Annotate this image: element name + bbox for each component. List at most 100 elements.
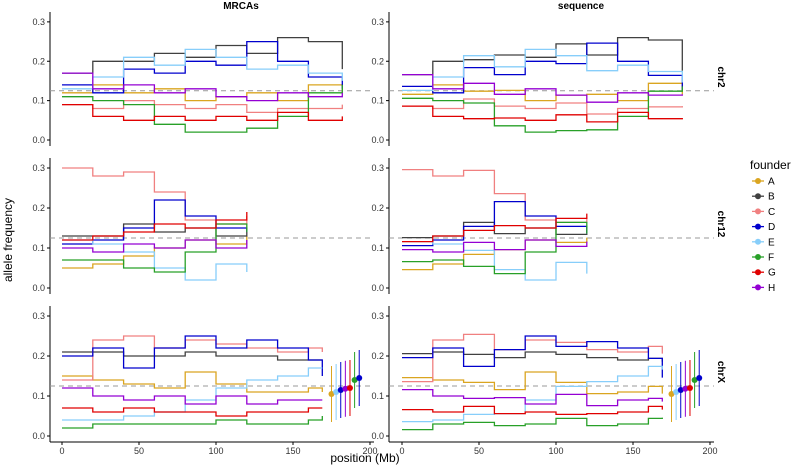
facet-panels: 0.0 0.1 0.2 0.3 0.0 0.1 0.2 0.3 0.0 0.1 0.2 0.3 0.0 0…	[32, 12, 718, 456]
y-tick-label: 0.0	[32, 283, 45, 293]
y-tick-label: 0.0	[32, 431, 45, 441]
point-G	[346, 385, 353, 391]
point-E	[673, 389, 680, 395]
legend-title: founder	[750, 158, 791, 172]
panel-sequence-chr12: 0.0 0.1 0.2 0.3	[371, 158, 714, 294]
legend-item-H: H	[752, 283, 775, 294]
series-line-G	[402, 405, 663, 416]
series-line-A	[402, 371, 663, 395]
legend-label: H	[768, 283, 775, 294]
point-D	[696, 375, 703, 381]
panel-MRCAs-chr2: 0.0 0.1 0.2 0.3	[32, 12, 374, 146]
legend-key-point	[755, 284, 761, 291]
row-strip-chrX: chrX	[715, 361, 726, 384]
series-line-G	[62, 212, 248, 241]
panel-MRCAs-chr12: 0.0 0.1 0.2 0.3	[32, 158, 374, 294]
y-tick-label: 0.2	[32, 56, 45, 66]
y-tick-label: 0.0	[32, 135, 45, 145]
legend-key-point	[755, 193, 761, 200]
y-tick-label: 0.1	[32, 243, 45, 253]
series-line-B	[62, 36, 343, 74]
point-G	[686, 385, 693, 391]
x-axis-label: position (Mb)	[330, 451, 399, 465]
series-line-E	[62, 48, 343, 90]
legend-label: D	[768, 222, 775, 233]
point-D	[356, 375, 363, 381]
panel-sequence-chrX: 0 50 100 150 200 0.0 0.1 0.2 0.3	[371, 306, 718, 456]
legend-label: G	[768, 268, 776, 279]
panel-MRCAs-chrX: 0 50 100 150 200 0.0 0.1 0.2 0.3	[32, 306, 378, 456]
legend-label: B	[768, 192, 775, 203]
facet-strips: MRCAs sequence chr2 chr12 chrX	[223, 1, 726, 383]
series-line-D	[402, 200, 588, 247]
y-axis-label: allele frequency	[1, 198, 15, 282]
series-line-D	[402, 42, 683, 94]
x-tick-label: 50	[134, 446, 144, 456]
point-H	[682, 385, 689, 392]
series-line-G	[402, 213, 588, 243]
x-tick-label: 150	[625, 446, 640, 456]
y-tick-label: 0.2	[32, 203, 45, 213]
x-tick-label: 0	[59, 446, 64, 456]
legend-key-point	[755, 178, 761, 184]
y-tick-label: 0.1	[32, 391, 45, 401]
legend-label: C	[768, 207, 775, 218]
y-tick-label: 0.3	[32, 17, 45, 27]
series-line-B	[62, 351, 323, 361]
series-line-E	[402, 48, 683, 92]
series-line-B	[402, 351, 663, 362]
series-line-H	[62, 387, 323, 405]
x-tick-label: 100	[208, 446, 223, 456]
point-A	[668, 391, 675, 397]
y-tick-label: 0.3	[32, 311, 45, 321]
y-tick-label: 0.0	[371, 283, 384, 293]
series-line-G	[402, 105, 683, 123]
y-tick-label: 0.2	[371, 351, 384, 361]
legend-key-point	[755, 254, 761, 260]
series-line-E	[402, 365, 663, 423]
series-line-D	[402, 335, 663, 378]
series-line-C	[402, 333, 663, 383]
point-F	[691, 377, 698, 383]
x-tick-label: 200	[362, 446, 377, 456]
series-line-D	[62, 40, 343, 94]
series-line-D	[62, 199, 248, 245]
y-tick-label: 0.3	[371, 311, 384, 321]
series-line-H	[402, 239, 588, 253]
legend-item-C: C	[752, 207, 775, 218]
legend-key-point	[755, 269, 761, 276]
point-H	[342, 385, 349, 392]
y-tick-label: 0.3	[371, 163, 384, 173]
series-line-F	[62, 223, 248, 273]
point-D	[337, 387, 344, 393]
x-tick-label: 50	[474, 446, 484, 456]
y-tick-label: 0.3	[371, 17, 384, 27]
y-tick-label: 0.1	[32, 96, 45, 106]
y-tick-label: 0.1	[371, 96, 384, 106]
legend-key-point	[755, 208, 761, 215]
series-line-F	[402, 417, 663, 431]
point-A	[328, 391, 335, 397]
series-line-G	[62, 103, 343, 121]
y-tick-label: 0.1	[371, 391, 384, 401]
legend-item-D: D	[752, 222, 775, 233]
series-line-B	[402, 36, 683, 76]
series-line-F	[62, 416, 323, 429]
y-tick-label: 0.2	[32, 351, 45, 361]
legend-label: F	[768, 253, 774, 264]
series-line-H	[402, 73, 683, 103]
series-line-A	[402, 82, 683, 102]
series-line-G	[62, 407, 323, 417]
legend-label: A	[768, 177, 775, 188]
series-line-C	[62, 335, 323, 381]
y-tick-label: 0.3	[32, 163, 45, 173]
y-tick-label: 0.2	[371, 56, 384, 66]
row-strip-chr2: chr2	[715, 66, 726, 88]
series-line-A	[62, 371, 323, 393]
y-tick-label: 0.0	[371, 135, 384, 145]
column-strip-MRCAs: MRCAs	[223, 1, 259, 12]
column-strip-sequence: sequence	[558, 1, 605, 12]
